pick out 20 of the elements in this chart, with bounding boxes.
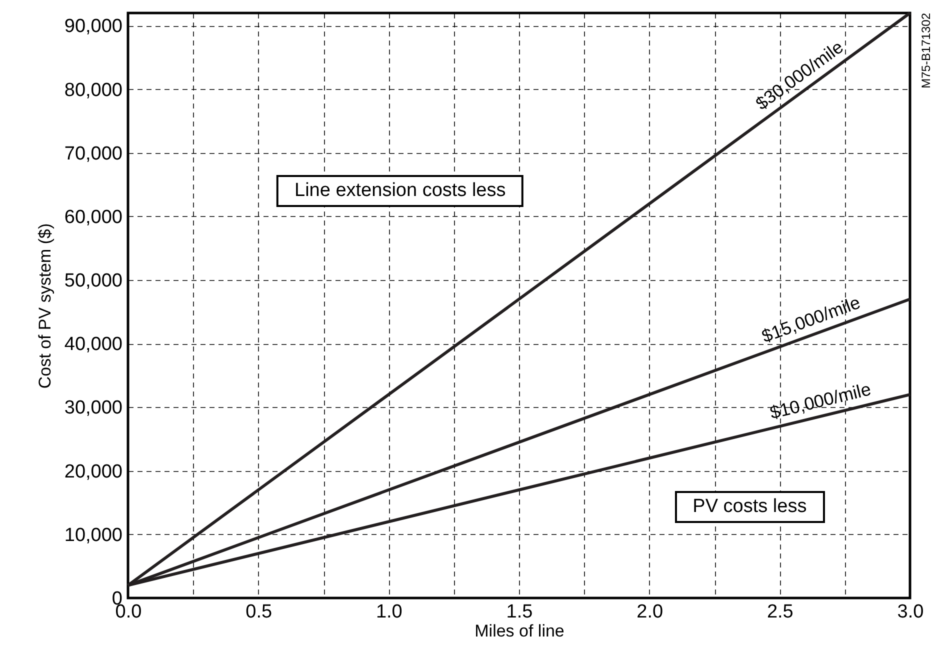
y-tick-label: 30,000 bbox=[64, 398, 122, 419]
y-axis-title: Cost of PV system ($) bbox=[35, 223, 54, 389]
x-tick-label: 1.5 bbox=[506, 602, 533, 622]
y-tick-label: 20,000 bbox=[64, 461, 122, 482]
y-tick-label: 10,000 bbox=[64, 524, 122, 546]
text: M75-B171302 bbox=[919, 12, 933, 88]
x-tick-label: 3.0 bbox=[897, 602, 924, 622]
y-tick-label: 90,000 bbox=[64, 16, 122, 38]
x-tick-label: 1.0 bbox=[376, 602, 402, 622]
x-tick-label: 2.0 bbox=[636, 602, 664, 622]
x-axis-title: Miles of line bbox=[474, 622, 564, 640]
x-tick-label: 2.5 bbox=[766, 602, 794, 622]
y-tick-label: 80,000 bbox=[64, 80, 122, 101]
y-tick-label: 60,000 bbox=[64, 206, 122, 228]
x-tick-label: 0.5 bbox=[246, 602, 272, 622]
y-tick-label: 40,000 bbox=[64, 334, 122, 356]
annotation: PV costs less bbox=[674, 491, 825, 524]
annotation: Line extension costs less bbox=[276, 175, 524, 208]
y-tick-label: 70,000 bbox=[64, 143, 122, 164]
y-tick-label: 50,000 bbox=[64, 270, 122, 292]
